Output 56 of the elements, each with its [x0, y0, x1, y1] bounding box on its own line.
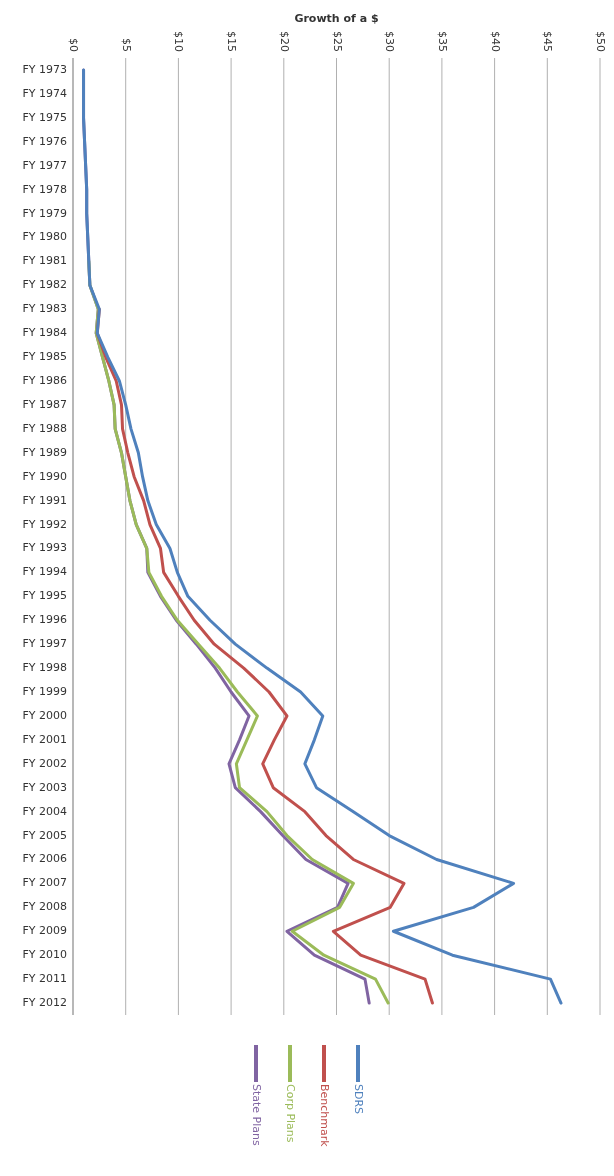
y-tick-label: FY 1994: [22, 565, 67, 579]
y-tick-label: FY 1982: [22, 278, 67, 292]
y-tick-label: FY 1984: [22, 326, 67, 340]
x-tick-label: $20: [277, 31, 291, 52]
x-tick-label: $40: [488, 31, 502, 52]
y-tick-label: FY 2008: [22, 900, 67, 914]
y-tick-label: FY 2006: [22, 852, 67, 866]
x-tick-label: $0: [67, 38, 80, 52]
y-tick-label: FY 1975: [22, 110, 67, 124]
y-tick-label: FY 2005: [22, 828, 67, 842]
x-tick-label: $35: [435, 31, 449, 52]
y-tick-label: FY 2003: [22, 780, 67, 794]
text: Corp Plans: [284, 1084, 297, 1143]
x-tick-label: $15: [225, 31, 239, 52]
y-tick-label: FY 2002: [22, 756, 67, 770]
y-tick-label: FY 1986: [22, 373, 67, 387]
y-tick-label: FY 1999: [22, 685, 67, 699]
y-tick-label: FY 1979: [22, 206, 67, 220]
text: State Plans: [250, 1084, 263, 1147]
y-tick-label: FY 1973: [22, 62, 67, 76]
y-tick-label: FY 1976: [22, 134, 67, 148]
y-tick-label: FY 2000: [22, 708, 67, 722]
y-tick-label: FY 1993: [22, 541, 67, 555]
y-tick-label: FY 1991: [22, 493, 67, 507]
x-tick-label: $5: [119, 38, 133, 52]
x-tick-label: $30: [383, 31, 397, 52]
y-tick-label: FY 2007: [22, 876, 67, 890]
y-tick-label: FY 2009: [22, 924, 67, 938]
x-tick-label: $25: [330, 31, 344, 52]
y-tick-label: FY 1983: [22, 302, 67, 316]
y-tick-label: FY 2001: [22, 732, 67, 746]
y-tick-label: FY 1981: [22, 254, 67, 268]
y-tick-label: FY 1988: [22, 421, 67, 435]
y-tick-label: FY 1996: [22, 613, 67, 627]
y-tick-label: FY 1978: [22, 182, 67, 196]
y-tick-label: FY 1985: [22, 350, 67, 364]
y-tick-label: FY 2010: [22, 948, 67, 962]
y-tick-label: FY 1974: [22, 86, 67, 100]
y-tick-label: FY 1995: [22, 589, 67, 603]
chart-title: Growth of a $: [294, 12, 379, 25]
y-tick-label: FY 2011: [22, 972, 67, 986]
x-tick-label: $45: [541, 31, 555, 52]
y-tick-label: FY 1997: [22, 637, 67, 651]
text: Benchmark: [318, 1084, 331, 1148]
y-tick-label: FY 2004: [22, 804, 67, 818]
y-tick-label: FY 1998: [22, 661, 67, 675]
y-tick-label: FY 2012: [22, 996, 67, 1010]
x-tick-label: $10: [172, 31, 186, 52]
y-tick-label: FY 1989: [22, 445, 67, 459]
text: SDRS: [352, 1084, 365, 1115]
y-tick-label: FY 1992: [22, 517, 67, 531]
y-tick-label: FY 1977: [22, 158, 67, 172]
y-tick-label: FY 1980: [22, 230, 67, 244]
y-tick-label: FY 1990: [22, 469, 67, 483]
x-tick-label: $50: [594, 31, 607, 52]
y-tick-label: FY 1987: [22, 397, 67, 411]
